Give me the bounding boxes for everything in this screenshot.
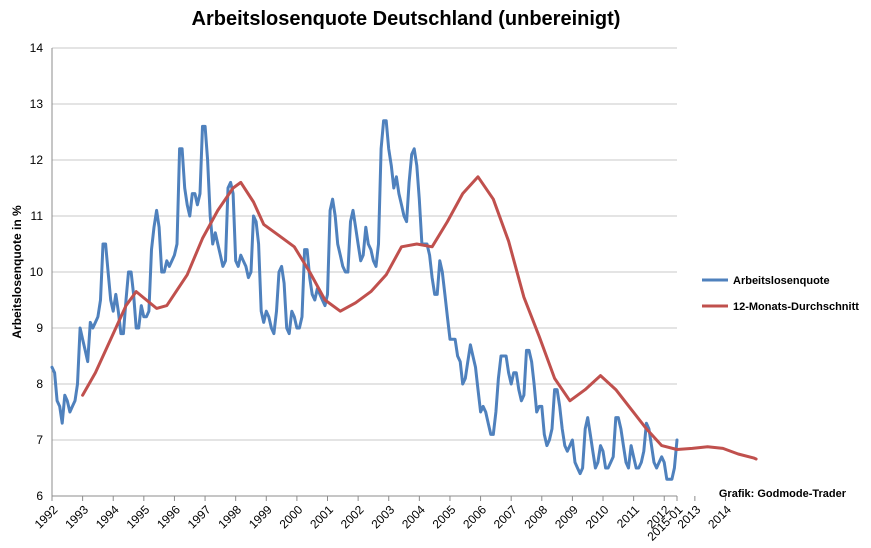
source-note: Grafik: Godmode-Trader: [719, 488, 847, 500]
y-tick-label: 10: [30, 265, 44, 279]
x-tick-label: 1994: [93, 502, 122, 531]
x-tick-label: 2010: [583, 502, 612, 531]
x-tick-label: 1998: [215, 502, 244, 531]
y-tick-label: 9: [36, 321, 43, 335]
x-tick-label: 2000: [277, 502, 306, 531]
chart-title: Arbeitslosenquote Deutschland (unbereini…: [192, 8, 621, 30]
x-tick-label: 2005: [430, 502, 459, 531]
x-tick-label: 2011: [614, 502, 642, 530]
x-tick-label: 2008: [521, 502, 550, 531]
x-tick-labels: 1992 1993 1994 1995 1996 1997 1998 1999 2000 2001…: [32, 502, 734, 543]
y-tick-label: 11: [31, 209, 44, 223]
y-tick-label: 14: [30, 41, 44, 55]
x-tick-label: 2001: [307, 502, 336, 531]
y-tick-label: 7: [36, 433, 43, 447]
x-tick-label: 2006: [460, 502, 489, 531]
legend: Arbeitslosenquote 12-Monats-Durchschnitt: [702, 275, 859, 313]
series-line-arbeitslosenquote: [50, 119, 679, 481]
x-tick-label: 2014: [705, 502, 734, 531]
x-tick-label: 1993: [62, 502, 91, 531]
legend-label-12-monats-durchschnitt: 12-Monats-Durchschnitt: [733, 301, 859, 313]
y-tick-label: 6: [36, 489, 43, 503]
x-tick-label: 2004: [399, 502, 428, 531]
x-tick-label: 1997: [185, 502, 214, 531]
axes: [51, 48, 726, 501]
x-tick-label: 2002: [338, 502, 367, 531]
x-tick-label: 1999: [246, 502, 275, 531]
y-axis-label: Arbeitslosenquote in %: [10, 205, 24, 339]
x-tick-label: 1996: [154, 502, 183, 531]
y-tick-label: 8: [36, 377, 43, 391]
x-tick-label: 1992: [32, 502, 61, 531]
x-tick-label: 2007: [491, 502, 520, 531]
y-tick-label: 13: [30, 97, 44, 111]
series-line-12-monats-durchschnitt: [81, 175, 758, 461]
x-tick-label: 1995: [124, 502, 153, 531]
x-tick-label: 2009: [552, 502, 581, 531]
y-tick-labels: 6 7 8 9 10 11 12 13 14: [30, 41, 44, 503]
series-lines: [50, 119, 758, 481]
legend-label-arbeitslosenquote: Arbeitslosenquote: [733, 275, 830, 287]
y-tick-label: 12: [30, 153, 44, 167]
x-tick-label: 2003: [368, 502, 397, 531]
